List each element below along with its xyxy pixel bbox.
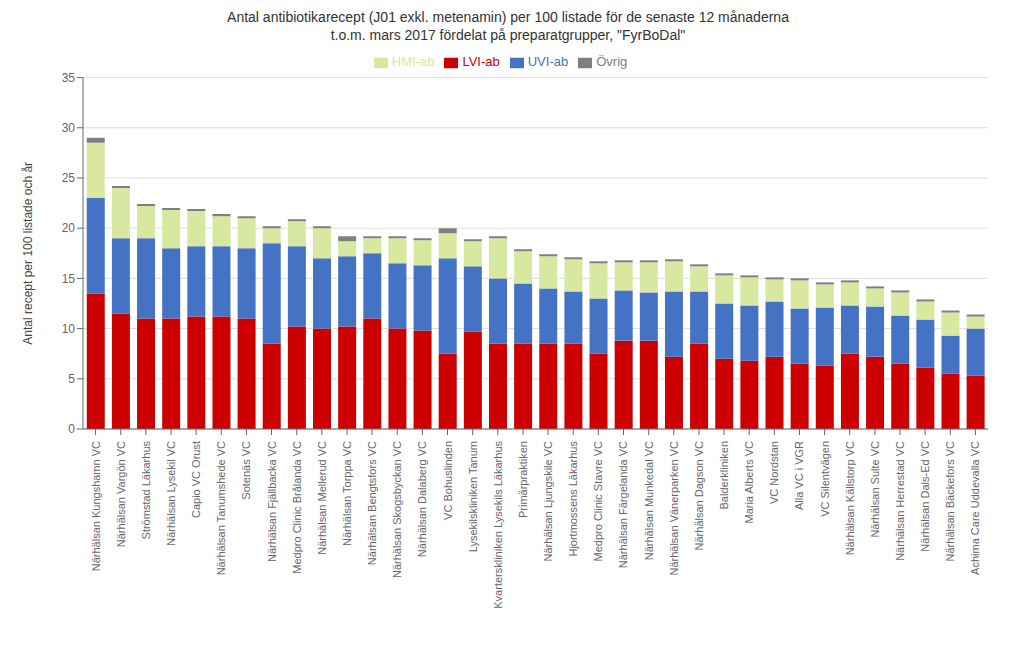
- svg-text:Medpro Clinic Stavre VC: Medpro Clinic Stavre VC: [592, 441, 604, 561]
- svg-text:Närhälsan Bengtsfors VC: Närhälsan Bengtsfors VC: [366, 441, 378, 565]
- html-text:HMI-ab: HMI-ab: [391, 54, 435, 69]
- svg-text:Kvarterskliniken Lysekils Läka: Kvarterskliniken Lysekils Läkarhus: [492, 441, 504, 609]
- svg-text:Närhälsan Bäckefors VC: Närhälsan Bäckefors VC: [944, 441, 956, 561]
- svg-text:Strömstad Läkarhus: Strömstad Läkarhus: [140, 441, 152, 540]
- svg-text:30: 30: [62, 121, 76, 135]
- svg-text:25: 25: [62, 171, 76, 185]
- svg-text:15: 15: [62, 272, 76, 286]
- svg-text:Närhälsan Färgelanda VC: Närhälsan Färgelanda VC: [617, 441, 629, 568]
- svg-text:5: 5: [68, 372, 75, 386]
- svg-text:Närhälsan Torppa VC: Närhälsan Torppa VC: [341, 441, 353, 546]
- html-text:UVI-ab: UVI-ab: [527, 54, 569, 69]
- svg-text:Närhälsan Vargön VC: Närhälsan Vargön VC: [115, 441, 127, 547]
- svg-text:Hjortmossens Läkarhus: Hjortmossens Läkarhus: [567, 441, 579, 557]
- svg-text:Närhälsan Lysekil VC: Närhälsan Lysekil VC: [165, 441, 177, 546]
- svg-text:Närhälsan Kungshamn VC: Närhälsan Kungshamn VC: [90, 441, 102, 571]
- svg-text:Närhälsan Herrestad VC: Närhälsan Herrestad VC: [894, 441, 906, 561]
- svg-text:Balderkliniken: Balderkliniken: [718, 441, 730, 509]
- svg-text:Achima Care Uddevalla VC: Achima Care Uddevalla VC: [969, 441, 981, 575]
- svg-text:Maria Alberts VC: Maria Alberts VC: [743, 441, 755, 524]
- svg-text:Närhälsan Dals-Ed VC: Närhälsan Dals-Ed VC: [919, 441, 931, 552]
- svg-text:Närhälsan Munkedal VC: Närhälsan Munkedal VC: [643, 441, 655, 560]
- svg-text:0: 0: [68, 422, 75, 436]
- svg-text:Antal recept per 100 listade o: Antal recept per 100 listade och år: [21, 162, 35, 345]
- svg-text:VC Bohuslinden: VC Bohuslinden: [442, 441, 454, 520]
- svg-text:Närhälsan Dagson VC: Närhälsan Dagson VC: [693, 441, 705, 551]
- svg-text:Medpro Clinic Brålanda VC: Medpro Clinic Brålanda VC: [291, 441, 303, 574]
- svg-text:Närhälsan Skogsbyckan VC: Närhälsan Skogsbyckan VC: [391, 441, 403, 578]
- html-text:Antal antibiotikarecept (J01 e: Antal antibiotikarecept (J01 exkl. meten…: [227, 9, 789, 25]
- svg-text:Närhälsan Ljungskile VC: Närhälsan Ljungskile VC: [542, 441, 554, 562]
- svg-text:VC Nordstan: VC Nordstan: [768, 441, 780, 504]
- svg-text:VC Silentvägen: VC Silentvägen: [819, 441, 831, 517]
- svg-text:10: 10: [62, 322, 76, 336]
- svg-text:Capio VC Orust: Capio VC Orust: [190, 441, 202, 518]
- svg-text:Närhälsan Källstorp VC: Närhälsan Källstorp VC: [844, 441, 856, 555]
- svg-text:Närhälsan Tanumshede VC: Närhälsan Tanumshede VC: [215, 441, 227, 575]
- svg-text:Närhälsan Dalaberg VC: Närhälsan Dalaberg VC: [416, 441, 428, 557]
- html-text:LVI-ab: LVI-ab: [462, 54, 500, 69]
- svg-text:Närhälsan Vänerparken VC: Närhälsan Vänerparken VC: [668, 441, 680, 576]
- html-text:t.o.m. mars 2017 fördelat på p: t.o.m. mars 2017 fördelat på preparatgru…: [330, 27, 686, 43]
- svg-text:Närhälsan Sulte VC: Närhälsan Sulte VC: [869, 441, 881, 538]
- svg-text:35: 35: [62, 71, 76, 85]
- svg-text:Alla VC i VGR: Alla VC i VGR: [793, 441, 805, 510]
- svg-text:Närhälsan Mellerud VC: Närhälsan Mellerud VC: [316, 441, 328, 555]
- svg-text:Primärpraktiken: Primärpraktiken: [517, 441, 529, 518]
- svg-text:Sotenäs VC: Sotenäs VC: [240, 441, 252, 500]
- svg-text:Närhälsan Fjällbacka VC: Närhälsan Fjällbacka VC: [266, 441, 278, 562]
- html-text:Övrig: Övrig: [596, 54, 628, 69]
- svg-text:Lysekilskliniken Tanum: Lysekilskliniken Tanum: [467, 441, 479, 552]
- svg-text:20: 20: [62, 221, 76, 235]
